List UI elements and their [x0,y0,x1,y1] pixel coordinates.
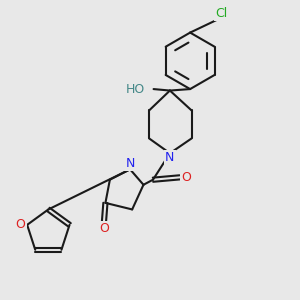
Text: N: N [125,158,135,170]
Text: N: N [165,151,175,164]
Text: O: O [99,222,109,235]
Text: HO: HO [125,82,145,96]
Text: Cl: Cl [215,7,227,20]
Text: O: O [181,171,191,184]
Text: O: O [16,218,26,231]
